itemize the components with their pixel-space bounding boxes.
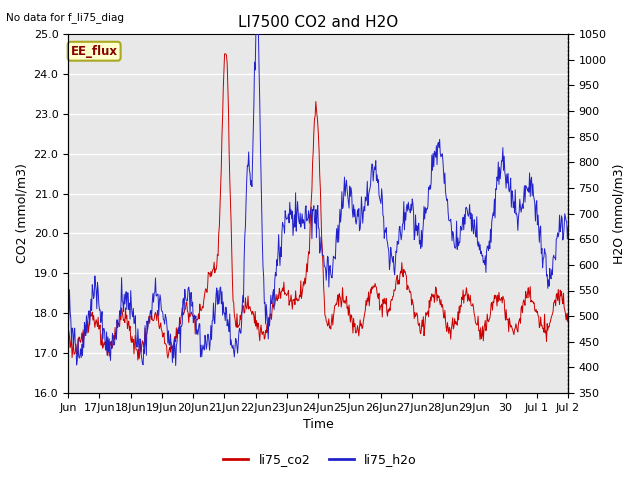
li75_co2 [371, 284, 378, 290]
Title: LI7500 CO2 and H2O: LI7500 CO2 and H2O [238, 15, 398, 30]
Legend: li75_co2, li75_h2o: li75_co2, li75_h2o [218, 448, 422, 471]
li75_co2 [241, 309, 248, 315]
li75_co2 [134, 357, 141, 363]
Y-axis label: H2O (mmol/m3): H2O (mmol/m3) [612, 163, 625, 264]
X-axis label: Time: Time [303, 419, 333, 432]
li75_co2 [260, 329, 268, 335]
li75_co2 [221, 51, 228, 57]
li75_h2o [123, 307, 131, 312]
li75_h2o [216, 297, 223, 303]
Text: EE_flux: EE_flux [70, 45, 118, 58]
Line: li75_co2: li75_co2 [68, 54, 568, 360]
li75_co2 [216, 223, 223, 229]
li75_h2o [399, 221, 406, 227]
li75_co2 [64, 336, 72, 341]
Y-axis label: CO2 (mmol/m3): CO2 (mmol/m3) [15, 164, 28, 264]
li75_h2o [564, 224, 572, 230]
li75_h2o [371, 164, 378, 170]
li75_co2 [399, 271, 406, 276]
Line: li75_h2o: li75_h2o [68, 34, 568, 366]
li75_co2 [564, 311, 572, 316]
li75_h2o [172, 363, 180, 369]
li75_h2o [260, 274, 268, 280]
li75_co2 [123, 312, 131, 318]
li75_h2o [252, 31, 260, 37]
Text: No data for f_li75_diag: No data for f_li75_diag [6, 12, 124, 23]
li75_h2o [64, 323, 72, 328]
li75_h2o [240, 257, 248, 263]
